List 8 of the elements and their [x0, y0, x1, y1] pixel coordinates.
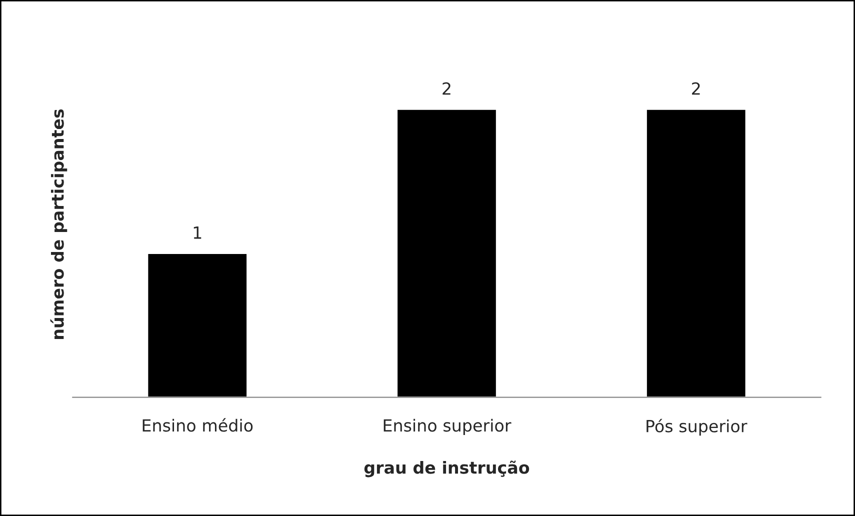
data-label: 2	[692, 82, 700, 95]
x-tick-label: Pós superior	[646, 418, 748, 436]
x-tick-label: Ensino médio	[142, 418, 253, 432]
x-axis-title: grau de instrução	[364, 460, 530, 478]
data-label: 1	[194, 226, 202, 239]
data-label: 2	[442, 82, 450, 95]
y-axis-title: número de participantes	[50, 109, 68, 339]
x-tick-label: Ensino superior	[384, 418, 512, 435]
